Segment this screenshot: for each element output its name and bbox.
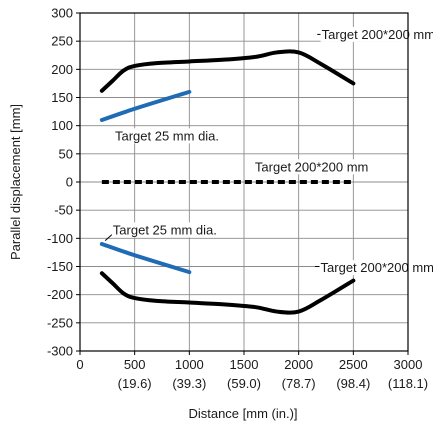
series-lines xyxy=(102,51,353,312)
y-tick-label: 100 xyxy=(51,118,73,133)
x-axis-title: Distance [mm (in.)] xyxy=(188,406,297,421)
series-line-1 xyxy=(102,92,189,120)
y-tick-label: -100 xyxy=(47,231,73,246)
x-tick-label: 1000 xyxy=(175,357,204,372)
y-tick-label: -150 xyxy=(47,259,73,274)
x-tick-sublabel: (19.6) xyxy=(118,376,152,391)
x-tick-label: 2000 xyxy=(284,357,313,372)
x-tick-sublabel: (78.7) xyxy=(282,376,316,391)
x-tick-sublabel: (98.4) xyxy=(336,376,370,391)
annotation-leader xyxy=(105,234,113,241)
y-tick-label: -200 xyxy=(47,287,73,302)
y-tick-label: 50 xyxy=(59,146,73,161)
y-tick-label: -50 xyxy=(54,203,73,218)
x-tick-label: 1500 xyxy=(230,357,259,372)
y-tick-label: -300 xyxy=(47,344,73,359)
series-annotation-label: Target 200*200 mm xyxy=(322,27,433,42)
y-tick-label: 300 xyxy=(51,6,73,21)
y-tick-label: 150 xyxy=(51,90,73,105)
x-tick-sublabel: (39.3) xyxy=(172,376,206,391)
x-tick-label: 500 xyxy=(124,357,146,372)
series-annotation-label: Target 200*200 mm xyxy=(255,159,368,174)
y-axis-title: Parallel displacement [mm] xyxy=(8,104,23,260)
x-tick-label: 0 xyxy=(76,357,83,372)
y-tick-label: 0 xyxy=(66,175,73,190)
y-tick-label: 200 xyxy=(51,62,73,77)
series-line-4 xyxy=(102,273,353,312)
axes: 300250200150100500-50-100-150-200-250-30… xyxy=(47,6,428,392)
y-tick-label: 250 xyxy=(51,34,73,49)
x-tick-sublabel: (118.1) xyxy=(388,376,428,391)
series-line-3 xyxy=(102,244,189,272)
y-tick-label: -250 xyxy=(47,315,73,330)
series-annotation-label: Target 25 mm dia. xyxy=(115,128,219,143)
series-annotation-label: Target 25 mm dia. xyxy=(113,222,217,237)
series-annotation-label: Target 200*200 mm xyxy=(321,260,433,275)
x-tick-sublabel: (59.0) xyxy=(227,376,261,391)
x-tick-label: 3000 xyxy=(394,357,423,372)
series-line-0 xyxy=(102,51,353,90)
x-tick-label: 2500 xyxy=(339,357,368,372)
